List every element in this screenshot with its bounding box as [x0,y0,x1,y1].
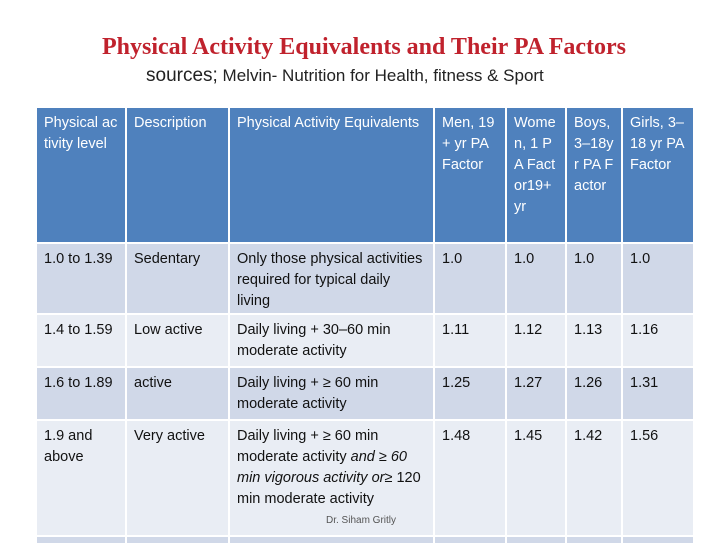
subtitle-lead: sources; [146,65,218,86]
cell-girls: 1.31 [621,366,695,420]
cell-men: 1.11 [433,313,507,367]
table-row-partial [35,535,695,543]
equivalents-italic: and ≥ 60 min vigorous activity or [237,449,407,486]
cell-empty [125,535,230,543]
cell-men: 1.25 [433,366,507,420]
cell-women: 1.45 [505,419,567,536]
table-row: 1.9 and above Very active Daily living +… [35,419,695,536]
cell-level: 1.4 to 1.59 [35,313,127,367]
subtitle-source: Melvin- Nutrition for Health, fitness & … [222,66,544,85]
cell-women: 1.27 [505,366,567,420]
cell-boys: 1.26 [565,366,623,420]
header-description: Description [125,108,230,243]
cell-women: 1.12 [505,313,567,367]
cell-boys: 1.13 [565,313,623,367]
author-caption: Dr. Siham Gritly [326,515,397,526]
cell-description: Low active [125,313,230,367]
cell-description: Very active [125,419,230,536]
cell-description: Sedentary [125,242,230,314]
cell-equivalents: Daily living + ≥ 60 min moderate activit… [228,419,435,536]
cell-boys: 1.42 [565,419,623,536]
equivalents-text-end: ≥ 120 min moderate activity [237,470,421,507]
header-boys: Boys, 3–18yr PA Factor [565,108,623,243]
cell-description: active [125,366,230,420]
header-equivalents: Physical Activity Equivalents [228,108,435,243]
table-row: 1.0 to 1.39 Sedentary Only those physica… [35,242,695,314]
cell-equivalents: Only those physical activities required … [228,242,435,314]
slide-title: Physical Activity Equivalents and Their … [101,34,627,60]
table-row: 1.4 to 1.59 Low active Daily living + 30… [35,313,695,367]
cell-men: 1.0 [433,242,507,314]
cell-equivalents: Daily living + ≥ 60 min moderate activit… [228,366,435,420]
cell-level: 1.6 to 1.89 [35,366,127,420]
cell-boys: 1.0 [565,242,623,314]
cell-empty [228,535,435,543]
cell-empty [621,535,695,543]
cell-equivalents: Daily living + 30–60 min moderate activi… [228,313,435,367]
slide-subtitle: sources; Melvin- Nutrition for Health, f… [146,65,544,87]
header-activity-level: Physical activity level [35,108,127,243]
cell-level: 1.9 and above [35,419,127,536]
cell-empty [35,535,127,543]
table-row: 1.6 to 1.89 active Daily living + ≥ 60 m… [35,366,695,420]
equivalents-text: Daily living + ≥ 60 min moderate activit… [237,428,379,465]
header-women: Women, 1 PA Factor19+ yr [505,108,567,243]
header-girls: Girls, 3–18 yr PA Factor [621,108,695,243]
cell-girls: 1.16 [621,313,695,367]
cell-men: 1.48 [433,419,507,536]
cell-girls: 1.56 [621,419,695,536]
cell-empty [505,535,567,543]
header-men: Men, 19+ yr PA Factor [433,108,507,243]
table-header-row: Physical activity level Description Phys… [35,108,695,243]
cell-girls: 1.0 [621,242,695,314]
pa-factors-table: Physical activity level Description Phys… [35,108,695,543]
cell-empty [433,535,507,543]
cell-level: 1.0 to 1.39 [35,242,127,314]
cell-empty [565,535,623,543]
cell-women: 1.0 [505,242,567,314]
